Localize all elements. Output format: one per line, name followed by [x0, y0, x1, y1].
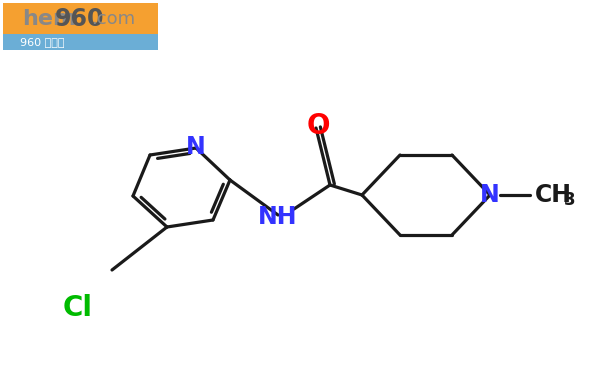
- Text: 960 化工网: 960 化工网: [20, 37, 65, 47]
- Text: N: N: [480, 183, 500, 207]
- Text: C: C: [8, 3, 36, 41]
- Text: 3: 3: [564, 191, 575, 209]
- Text: CH: CH: [535, 183, 572, 207]
- Text: .com: .com: [91, 10, 135, 28]
- Text: Cl: Cl: [63, 294, 93, 322]
- Text: 960: 960: [55, 7, 105, 31]
- Text: hem: hem: [22, 9, 76, 29]
- Text: N: N: [186, 135, 206, 159]
- Bar: [3, 3, 158, 41]
- Text: NH: NH: [258, 205, 298, 229]
- Bar: [0, 0, 165, 55]
- Text: O: O: [306, 112, 330, 140]
- Bar: [3, 34, 158, 50]
